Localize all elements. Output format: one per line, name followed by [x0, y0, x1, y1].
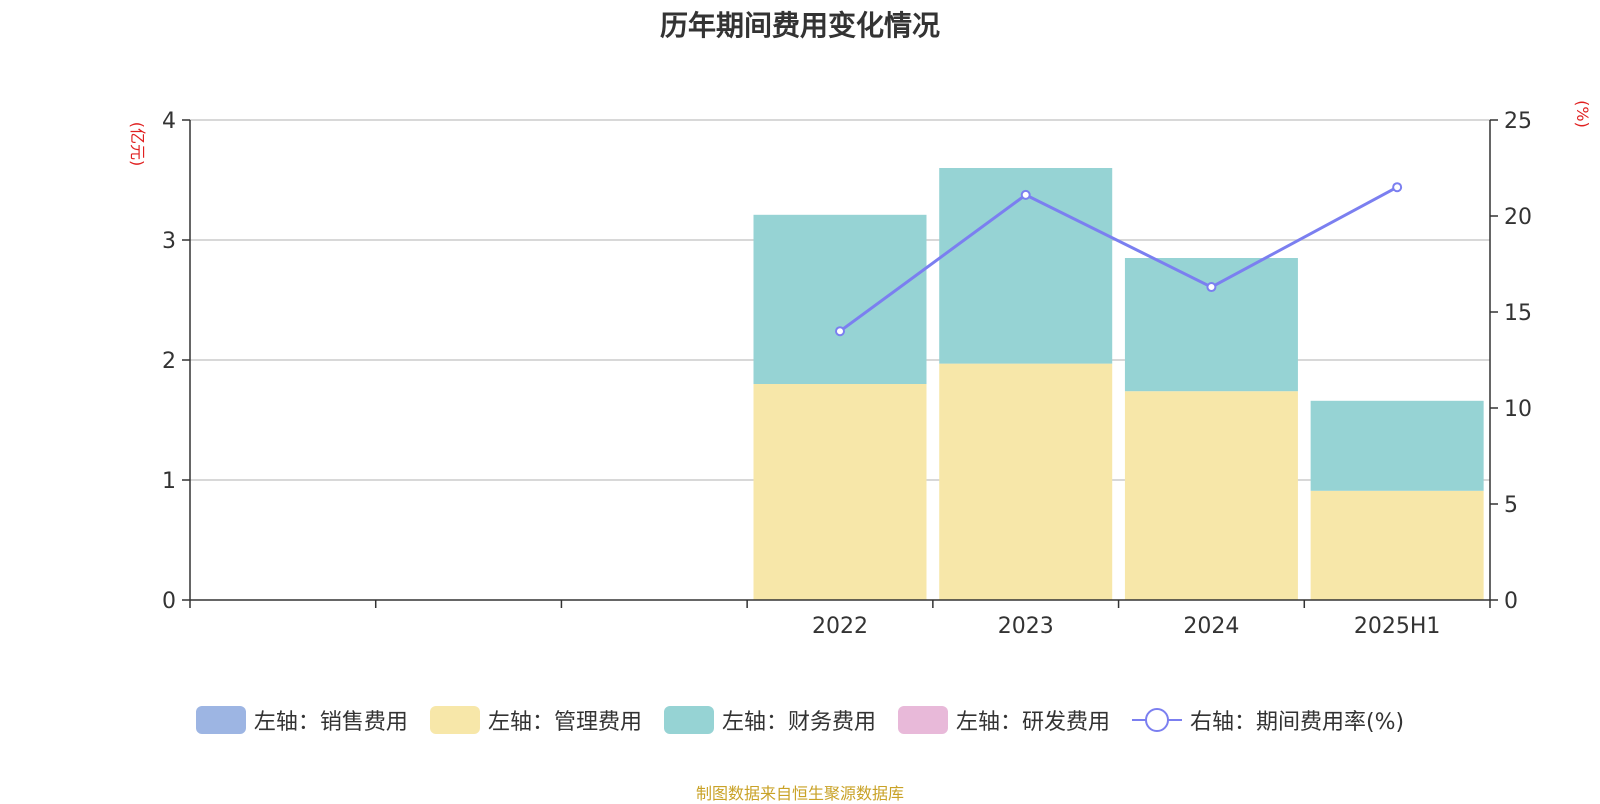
x-axis-tick-label: 2022: [812, 614, 868, 639]
x-axis-tick-label: 2025H1: [1354, 614, 1441, 639]
line-point: [835, 326, 845, 337]
right-axis-tick-label: 15: [1504, 301, 1532, 326]
bar-左轴-管理费用: [1124, 391, 1298, 600]
left-axis-tick-label: 0: [162, 589, 176, 614]
x-axis-tick-label: 2023: [998, 614, 1054, 639]
legend-swatch: [663, 706, 714, 734]
bar-左轴-管理费用: [1310, 490, 1484, 600]
legend-swatch: [195, 706, 246, 734]
legend-label: 左轴：销售费用: [253, 710, 408, 735]
legend-item[interactable]: 左轴：管理费用: [429, 704, 642, 736]
left-axis-tick-label: 3: [162, 229, 176, 254]
line-point: [1206, 282, 1217, 293]
line-layer: [835, 182, 1403, 337]
legend-item[interactable]: 左轴：研发费用: [897, 704, 1110, 736]
legend-swatch: [429, 706, 480, 734]
left-axis-unit-label: (亿元): [128, 122, 147, 167]
right-axis-tick-label: 0: [1504, 589, 1518, 614]
legend-label: 左轴：研发费用: [955, 710, 1110, 735]
x-axis-tick-label: 2024: [1183, 614, 1239, 639]
legend-item[interactable]: 左轴：财务费用: [663, 704, 876, 736]
legend-label: 左轴：财务费用: [721, 710, 876, 735]
legend: 左轴：销售费用 左轴：管理费用 左轴：财务费用 左轴：研发费用 右轴：期间费用率(%): [0, 702, 1600, 738]
legend-label: 右轴：期间费用率(%): [1189, 710, 1405, 735]
legend-swatch: [897, 706, 948, 734]
chart-canvas: 0 1 2 3 4 0 5 10 15 20 25 2022 2023 2024 2025H1 (亿元) (…: [128, 100, 1592, 639]
left-axis-tick-label: 4: [162, 109, 176, 134]
legend-item[interactable]: 左轴：销售费用: [195, 704, 408, 736]
right-axis-tick-label: 20: [1504, 205, 1532, 230]
bar-左轴-管理费用: [939, 363, 1113, 600]
bar-左轴-财务费用: [1124, 258, 1298, 392]
line-point: [1392, 182, 1403, 193]
legend-label: 左轴：管理费用: [487, 710, 642, 735]
axes: 0 1 2 3 4 0 5 10 15 20 25 2022 2023 2024 2025H1: [162, 109, 1532, 639]
chart-title: 历年期间费用变化情况: [659, 9, 940, 42]
left-axis-tick-label: 2: [162, 349, 176, 374]
line-point: [1020, 189, 1031, 200]
right-axis-tick-label: 5: [1504, 493, 1518, 518]
bar-左轴-财务费用: [753, 214, 927, 384]
legend-line-swatch: [1131, 708, 1182, 732]
right-axis-unit-label: (%): [1573, 100, 1592, 128]
bar-左轴-财务费用: [939, 168, 1113, 364]
bar-左轴-财务费用: [1310, 400, 1484, 491]
right-axis-tick-label: 10: [1504, 397, 1532, 422]
right-axis-tick-label: 25: [1504, 109, 1532, 134]
source-note: 制图数据来自恒生聚源数据库: [695, 784, 904, 803]
bar-layer: [753, 168, 1484, 600]
line-series-rate: [839, 185, 1398, 333]
bar-左轴-管理费用: [753, 384, 927, 600]
left-axis-tick-label: 1: [162, 469, 176, 494]
legend-item[interactable]: 右轴：期间费用率(%): [1131, 704, 1405, 736]
